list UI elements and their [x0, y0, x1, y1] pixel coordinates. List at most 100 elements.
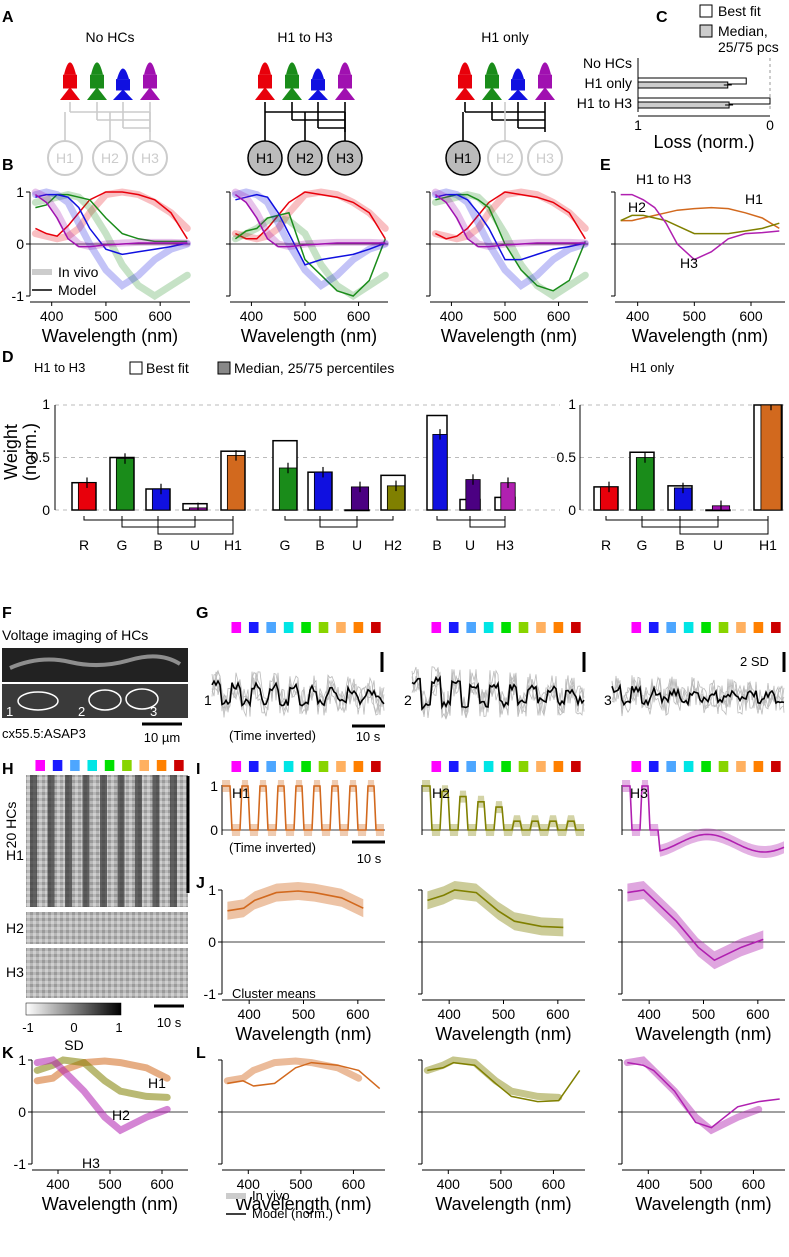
- h-row-h1: H1: [6, 847, 24, 863]
- i-subplot: [221, 780, 385, 836]
- d-bracket: [605, 516, 769, 521]
- h-dark-stripe: [65, 775, 72, 907]
- stim-square: [248, 761, 259, 772]
- x-tick-label: 500: [493, 308, 517, 324]
- x-tick-label: 500: [492, 1006, 516, 1022]
- x-tick-label: 600: [547, 308, 571, 324]
- l-invivo-curve: [423, 1056, 563, 1101]
- h-dark-stripe: [170, 775, 177, 907]
- weight-bars: R G B U H1 G B U H2 B U H3 R G B U H1: [54, 404, 785, 553]
- hc-label: H1: [454, 150, 472, 166]
- cone-pedicle: [113, 89, 133, 100]
- l-model-curve: [627, 1061, 780, 1129]
- stim-square: [736, 761, 746, 772]
- stim-square: [483, 761, 494, 772]
- d-ytick-1: 1: [42, 396, 50, 412]
- h-stim-bar: [35, 760, 184, 771]
- cone-inner-segment: [116, 79, 130, 91]
- d-bar-median: [226, 454, 246, 511]
- stim-square: [518, 622, 529, 633]
- model-curve: [35, 193, 188, 243]
- i-mean-trace: [622, 785, 785, 853]
- panel-letter-c: C: [656, 9, 668, 26]
- cone-pedicle: [60, 87, 80, 100]
- x-tick-label: 400: [237, 1006, 261, 1022]
- y-tick-label: 1: [16, 184, 24, 200]
- d-bar-median: [635, 457, 655, 511]
- x-tick-label: 400: [637, 1176, 661, 1192]
- i-label: H2: [432, 785, 450, 801]
- x-tick-label: 500: [689, 1176, 713, 1192]
- cone: [113, 68, 133, 100]
- stim-square: [518, 761, 529, 772]
- h-ylabel: 20 HCs: [3, 802, 19, 849]
- x-tick-label: 500: [489, 1176, 513, 1192]
- panel-e-labels: H1 to H3 H1 H2 H3: [628, 171, 763, 271]
- panel-f: Voltage imaging of HCs 1 2 3 cx55.5:ASAP…: [2, 627, 188, 745]
- x-axis-label: Wavelength (nm): [42, 326, 178, 346]
- panel-a-title-nohcs: No HCs: [85, 29, 134, 45]
- e-label-h1toh3: H1 to H3: [636, 171, 691, 187]
- y-tick-label: 0: [18, 1104, 26, 1120]
- d-category-label: U: [713, 537, 723, 553]
- cone: [535, 62, 555, 100]
- d-legend-best-label: Best fit: [146, 360, 189, 376]
- stim-square: [648, 622, 659, 633]
- legend-median-label-2: 25/75 pcs: [718, 39, 779, 55]
- stim-square: [174, 760, 184, 771]
- cone-pedicle: [140, 87, 160, 100]
- l-invivo-curve: [223, 1057, 363, 1085]
- h-time-scale-label: 10 s: [157, 1015, 182, 1030]
- stim-square: [483, 622, 494, 633]
- hc-wires: [264, 102, 346, 141]
- stim-square: [231, 761, 242, 772]
- stim-square: [156, 760, 167, 771]
- b-subplot: 400 500 600 Wavelength (nm) 1 0 -1: [12, 184, 191, 346]
- hc-wires: [64, 102, 151, 141]
- h-dark-stripe: [117, 775, 125, 907]
- model-curve: [434, 193, 586, 248]
- c-xtick-1: 1: [634, 117, 642, 133]
- g-trace-label: 3: [604, 692, 612, 708]
- h-cb-tick: -1: [22, 1020, 34, 1035]
- i-time-inverted: (Time inverted): [229, 840, 316, 855]
- stim-square: [683, 761, 694, 772]
- panel-letter-a: A: [2, 9, 14, 26]
- cone: [60, 62, 80, 100]
- j-mean-curve: [627, 889, 764, 962]
- legend-invivo-label: In vivo: [58, 264, 99, 280]
- cone-outer-segment: [312, 68, 324, 80]
- x-axis-label: Wavelength (nm): [635, 1024, 771, 1044]
- stim-square: [122, 760, 132, 771]
- stim-square: [318, 761, 329, 772]
- y-tick-label: -1: [14, 1156, 27, 1172]
- stim-square: [701, 761, 711, 772]
- hc-circle: [247, 140, 283, 176]
- row-label-h1toh3: H1 to H3: [577, 95, 632, 111]
- cone-inner-segment: [90, 74, 104, 89]
- x-tick-label: 400: [46, 1176, 70, 1192]
- cone-pedicle: [535, 87, 555, 100]
- e-label-h2: H2: [628, 199, 646, 215]
- roi-label: 1: [6, 704, 13, 719]
- i-ytick-1: 1: [210, 778, 218, 794]
- i-ytick-0: 0: [210, 822, 218, 838]
- cone-outer-segment: [64, 62, 76, 75]
- g-trace-label: 1: [204, 692, 212, 708]
- cone-outer-segment: [91, 62, 103, 75]
- d-legend-best-swatch: [129, 361, 143, 375]
- cone-inner-segment: [285, 74, 299, 89]
- x-axis-label: Wavelength (nm): [441, 326, 577, 346]
- i-band: [422, 780, 584, 836]
- x-axis-label: Wavelength (nm): [235, 1194, 371, 1214]
- cone-pedicle: [255, 87, 275, 100]
- panel-e: 400 500 600 Wavelength (nm): [611, 191, 785, 346]
- roi-outline: [88, 689, 122, 711]
- l-invivo-curve: [623, 1056, 763, 1135]
- model-curve: [35, 193, 188, 256]
- d-category-label: G: [280, 537, 291, 553]
- panel-b: 400 500 600 Wavelength (nm) 1 0 -1 400 500 600 Wav…: [12, 184, 589, 346]
- cone-diagrams: [60, 62, 555, 100]
- d-category-label: U: [465, 537, 475, 553]
- d-category-label: H1: [224, 537, 242, 553]
